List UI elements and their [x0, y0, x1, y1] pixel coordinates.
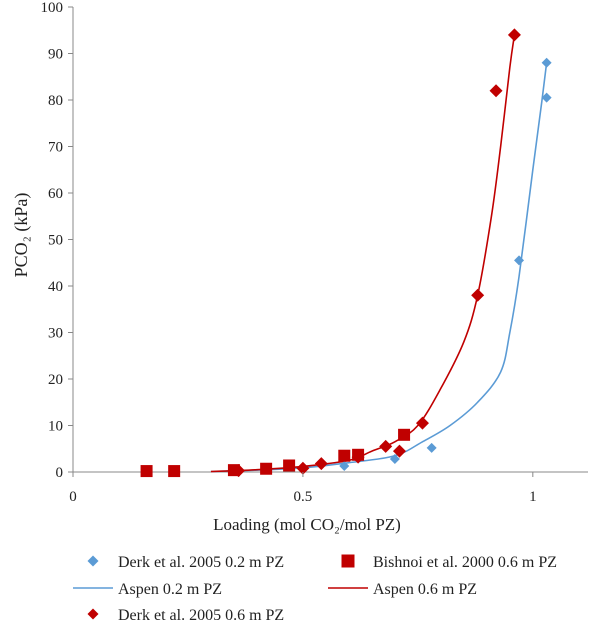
x-tick-label: 0.5	[294, 489, 313, 505]
y-tick-label: 30	[48, 326, 63, 342]
data-point-series-0	[339, 460, 350, 471]
y-tick-label: 90	[48, 47, 63, 63]
lines-layer	[210, 34, 548, 473]
data-point-series-1	[398, 428, 411, 441]
legend-item: Aspen 0.6 m PZ	[328, 581, 477, 598]
legend-item: Bishnoi et al. 2000 0.6 m PZ	[341, 554, 557, 571]
ticks-layer: 0 10 20 30 40 50 60 70 80 90 100 0 0.5 1	[41, 0, 537, 505]
legend-label: Derk et al. 2005 0.2 m PZ	[118, 554, 284, 571]
y-tick-label: 100	[41, 0, 64, 16]
data-point-series-4	[507, 28, 521, 42]
data-point-series-4	[392, 444, 406, 458]
legend-label: Aspen 0.6 m PZ	[373, 581, 477, 598]
data-point-series-4	[296, 461, 310, 475]
legend-marker-swatch	[87, 608, 99, 620]
y-tick-label: 80	[48, 93, 63, 109]
data-point-series-4	[489, 84, 503, 98]
legend-marker-swatch	[341, 554, 355, 568]
data-point-series-1	[260, 462, 273, 475]
legend-label: Aspen 0.2 m PZ	[118, 581, 222, 598]
points-layer	[140, 28, 552, 478]
y-tick-label: 40	[48, 279, 63, 295]
y-tick-label: 0	[56, 465, 64, 481]
data-point-series-4	[471, 288, 485, 302]
legend-marker-swatch	[87, 555, 99, 567]
data-point-series-0	[541, 57, 552, 68]
legend-item: Derk et al. 2005 0.6 m PZ	[87, 607, 284, 624]
y-tick-label: 50	[48, 233, 63, 249]
legend-label: Bishnoi et al. 2000 0.6 m PZ	[373, 554, 557, 571]
legend-label: Derk et al. 2005 0.6 m PZ	[118, 607, 284, 622]
data-point-series-1	[168, 465, 181, 478]
y-tick-label: 10	[48, 419, 63, 435]
data-point-series-1	[338, 449, 351, 462]
x-axis-label: Loading (mol CO₂/mol PZ)	[213, 515, 401, 534]
y-tick-label: 60	[48, 186, 63, 202]
data-point-series-0	[389, 453, 400, 464]
legend-item: Derk et al. 2005 0.2 m PZ	[87, 554, 284, 571]
y-tick-label: 70	[48, 140, 63, 156]
legend-item: Aspen 0.2 m PZ	[73, 581, 222, 598]
x-tick-label: 0	[69, 489, 77, 505]
axes-layer	[72, 7, 588, 473]
data-point-series-4	[232, 464, 246, 478]
data-point-series-4	[351, 450, 365, 464]
series-line-2	[210, 62, 548, 473]
x-tick-label: 1	[529, 489, 537, 505]
data-point-series-1	[283, 459, 296, 472]
data-point-series-1	[140, 465, 153, 478]
series-line-3	[210, 34, 516, 473]
data-point-series-0	[541, 92, 552, 103]
data-point-series-4	[314, 457, 328, 471]
data-point-series-0	[426, 442, 437, 453]
y-tick-label: 20	[48, 372, 63, 388]
data-point-series-4	[415, 416, 429, 430]
data-point-series-0	[514, 255, 525, 266]
y-axis-label: PCO₂ (kPa)	[11, 193, 32, 278]
legend: Derk et al. 2005 0.2 m PZ Bishnoi et al. …	[73, 554, 557, 624]
data-point-series-4	[379, 439, 393, 453]
